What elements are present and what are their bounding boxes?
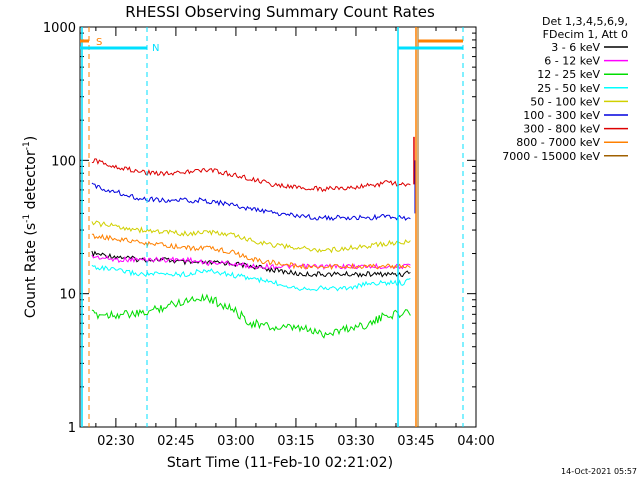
- series-line: [91, 158, 411, 193]
- legend: Det 1,3,4,5,6,9, FDecim 1, Att 0 3 - 6 k…: [502, 15, 628, 163]
- x-tick-label: 03:45: [397, 434, 434, 449]
- legend-label: 3 - 6 keV: [551, 41, 600, 54]
- legend-label: 800 - 7000 keV: [516, 136, 600, 149]
- series-line: [91, 220, 411, 254]
- series-line: [91, 293, 411, 339]
- series-line: [91, 182, 411, 222]
- x-tick-label: 03:15: [277, 434, 314, 449]
- y-axis-label: Count Rate (s-1 detector-1): [22, 136, 39, 318]
- x-tick-label: 04:00: [457, 434, 494, 449]
- series-line: [91, 250, 411, 278]
- legend-header-1: Det 1,3,4,5,6,9,: [542, 15, 628, 28]
- y-axis-ticks: 1 10 100 1000: [43, 21, 476, 436]
- y-tick-label: 100: [51, 154, 76, 169]
- x-tick-label: 02:45: [157, 434, 194, 449]
- legend-label: 50 - 100 keV: [530, 95, 600, 108]
- y-tick-label: 10: [59, 288, 76, 303]
- timestamp: 14-Oct-2021 05:57: [561, 467, 637, 476]
- legend-label: 7000 - 15000 keV: [502, 150, 600, 163]
- series-layer: [91, 136, 416, 339]
- x-tick-label: 03:00: [217, 434, 254, 449]
- y-axis-label-end: ): [23, 136, 39, 141]
- plot-area: [79, 26, 477, 428]
- plot-frame: [79, 26, 477, 428]
- x-tick-label: 02:30: [97, 434, 134, 449]
- series-line: [91, 254, 411, 271]
- legend-label: 12 - 25 keV: [537, 68, 600, 81]
- y-axis-label-sup1: -1: [22, 214, 32, 223]
- marker-layer: SN: [80, 27, 464, 427]
- chart-title: RHESSI Observing Summary Count Rates: [125, 3, 435, 21]
- x-axis-label: Start Time (11-Feb-10 02:21:02): [167, 455, 393, 471]
- legend-label: 25 - 50 keV: [537, 82, 600, 95]
- y-tick-label: 1000: [43, 21, 76, 36]
- y-axis-label-sup2: -1: [22, 141, 32, 150]
- y-axis-label-mid: detector: [23, 150, 39, 214]
- legend-label: 6 - 12 keV: [544, 55, 600, 68]
- x-axis-ticks: 02:30 02:45 03:00 03:15 03:30 03:45 04:00: [95, 27, 495, 449]
- saa-label: S: [96, 37, 102, 48]
- series-line: [91, 264, 411, 292]
- y-tick-label: 1: [68, 421, 76, 436]
- legend-header-2: FDecim 1, Att 0: [543, 28, 628, 41]
- night-label: N: [152, 43, 159, 54]
- x-tick-label: 03:30: [337, 434, 374, 449]
- legend-label: 100 - 300 keV: [523, 109, 600, 122]
- legend-label: 300 - 800 keV: [523, 123, 600, 136]
- y-axis-label-main: Count Rate (s: [23, 223, 39, 318]
- series-line: [91, 233, 411, 271]
